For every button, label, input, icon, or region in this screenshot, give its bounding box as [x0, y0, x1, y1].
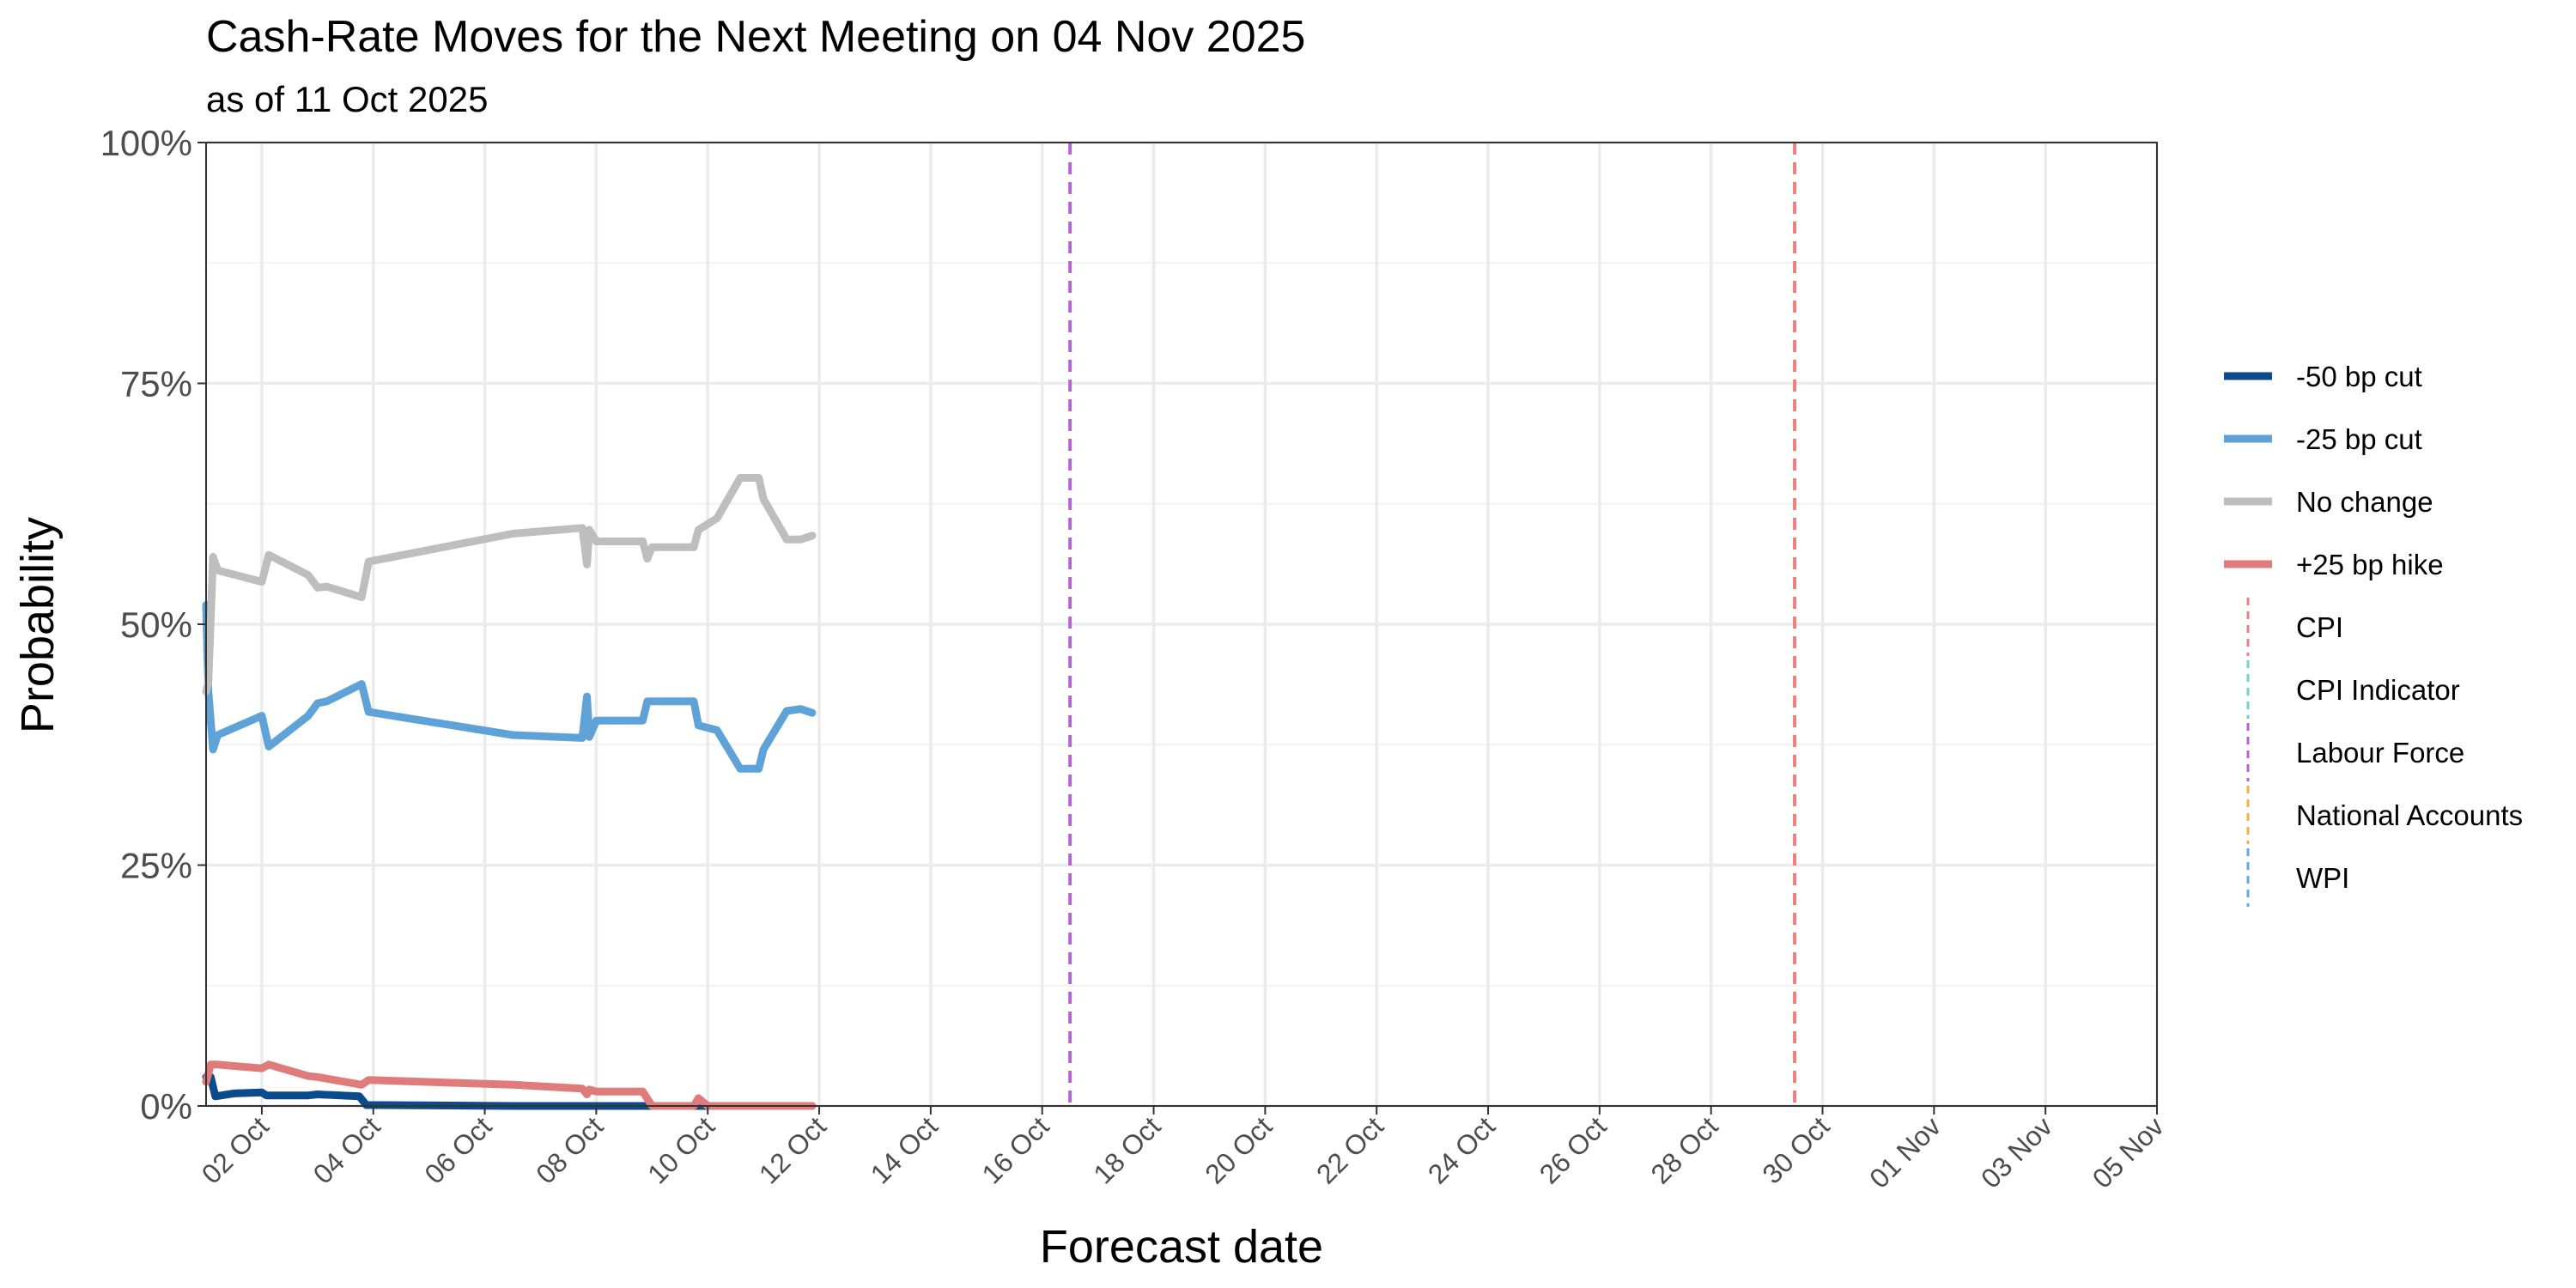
legend-label: Labour Force — [2296, 737, 2464, 769]
legend-label: +25 bp hike — [2296, 549, 2444, 580]
x-axis-title: Forecast date — [1040, 1221, 1323, 1273]
x-tick-label: 01 Nov — [1863, 1110, 1947, 1194]
plot-area: 0% 25% 50% 75% 100% 02 Oct 04 Oct 06 Oct 08 Oct 1… — [100, 123, 2170, 1194]
y-tick-label: 75% — [120, 364, 192, 404]
legend-label: CPI — [2296, 611, 2343, 643]
x-tick-label: 14 Oct — [865, 1110, 944, 1189]
y-axis-title: Probability — [12, 517, 64, 733]
x-tick-label: 10 Oct — [641, 1110, 720, 1189]
y-tick-label: 25% — [120, 846, 192, 886]
x-tick-label: 30 Oct — [1756, 1110, 1835, 1189]
legend-label: CPI Indicator — [2296, 674, 2460, 706]
x-tick-label: 24 Oct — [1422, 1110, 1501, 1189]
y-tick-label: 100% — [100, 123, 192, 163]
x-tick-label: 02 Oct — [196, 1110, 275, 1189]
x-tick-label: 06 Oct — [418, 1110, 497, 1189]
x-tick-label: 16 Oct — [976, 1110, 1055, 1189]
y-tick-label: 50% — [120, 605, 192, 645]
chart-title: Cash-Rate Moves for the Next Meeting on … — [206, 12, 1305, 62]
legend: -50 bp cut -25 bp cut No change +25 bp hike… — [2224, 361, 2523, 907]
legend-label: National Accounts — [2296, 799, 2523, 831]
x-tick-label: 05 Nov — [2087, 1110, 2170, 1194]
legend-label: -50 bp cut — [2296, 361, 2422, 392]
x-tick-label: 22 Oct — [1310, 1110, 1389, 1189]
x-tick-label: 18 Oct — [1087, 1110, 1166, 1189]
x-tick-label: 03 Nov — [1975, 1110, 2058, 1194]
series-line-25-bp-cut — [202, 601, 817, 773]
x-tick-label: 04 Oct — [307, 1110, 386, 1189]
legend-label: WPI — [2296, 862, 2349, 894]
x-tick-label: 20 Oct — [1199, 1110, 1278, 1189]
legend-label: -25 bp cut — [2296, 423, 2422, 455]
x-tick-label: 28 Oct — [1645, 1110, 1724, 1189]
x-tick-label: 12 Oct — [753, 1110, 832, 1189]
series-line-no-change — [202, 474, 817, 696]
x-tick-label: 26 Oct — [1534, 1110, 1613, 1189]
x-tick-label: 08 Oct — [530, 1110, 609, 1189]
chart-subtitle: as of 11 Oct 2025 — [206, 79, 488, 119]
legend-label: No change — [2296, 486, 2433, 518]
y-tick-label: 0% — [140, 1086, 192, 1127]
